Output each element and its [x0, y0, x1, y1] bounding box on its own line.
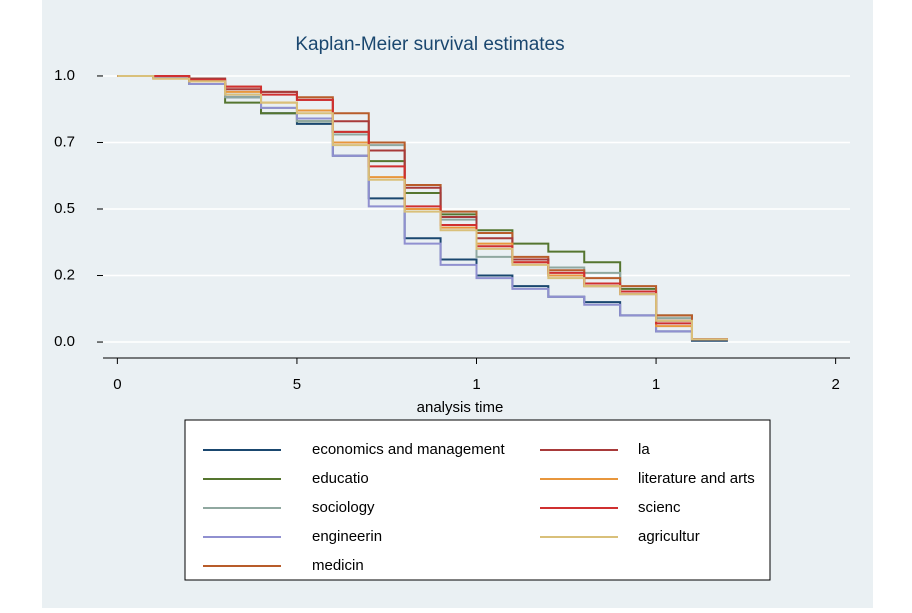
legend	[184, 419, 771, 581]
legend-label: agricultur	[638, 528, 700, 545]
legend-label: engineerin	[312, 528, 382, 545]
legend-label: la	[638, 441, 650, 458]
legend-label: educatio	[312, 470, 369, 487]
y-tick-label: 1.0	[54, 67, 75, 84]
y-tick-label: 0.2	[54, 266, 75, 283]
x-tick-label: 1	[472, 376, 480, 393]
x-tick-label: 5	[293, 376, 301, 393]
legend-label: scienc	[638, 499, 681, 516]
survival-curve	[117, 74, 728, 341]
y-tick-label: 0.5	[54, 200, 75, 217]
legend-label: literature and arts	[638, 470, 755, 487]
legend-label: economics and management	[312, 441, 505, 458]
y-tick-label: 0.7	[54, 133, 75, 150]
x-tick-label: 0	[113, 376, 121, 393]
legend-label: sociology	[312, 499, 375, 516]
x-axis-label: analysis time	[417, 399, 504, 416]
legend-label: medicin	[312, 557, 364, 574]
chart-title: Kaplan-Meier survival estimates	[295, 34, 564, 55]
x-tick-label: 2	[831, 376, 839, 393]
x-tick-label: 1	[652, 376, 660, 393]
y-tick-label: 0.0	[54, 333, 75, 350]
